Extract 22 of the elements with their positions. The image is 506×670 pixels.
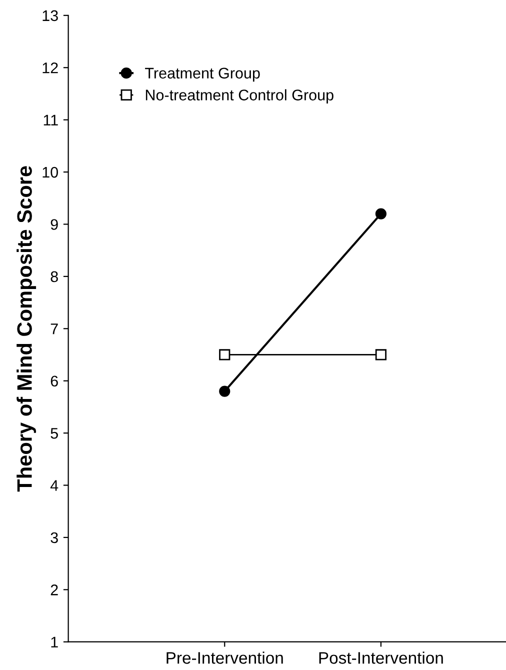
y-tick-label: 10 xyxy=(42,166,58,178)
y-tick-label: 1 xyxy=(51,636,58,648)
legend-label: No-treatment Control Group xyxy=(146,89,334,104)
point xyxy=(375,208,386,220)
point xyxy=(375,349,386,360)
y-tick-label: 3 xyxy=(50,532,58,544)
y-tick-label: 2 xyxy=(50,584,58,596)
legend-label: Treatment Group xyxy=(145,68,260,82)
y-tick-label: 9 xyxy=(50,219,58,230)
y-tick-label: 8 xyxy=(50,271,58,282)
y-tick-label: 12 xyxy=(42,62,58,74)
y-tick-label: 4 xyxy=(50,480,58,491)
point xyxy=(219,349,230,360)
y-tick-label: 7 xyxy=(50,324,58,334)
x-tick-label: Pre-Intervention xyxy=(166,652,283,664)
y-tick-label: 11 xyxy=(44,114,58,126)
y-tick-label: 5 xyxy=(50,428,58,439)
y-tick-label: 6 xyxy=(50,376,58,387)
y-tick-label: 13 xyxy=(42,10,58,22)
y-axis-title: Theory of Mind Composite Score xyxy=(16,166,36,492)
point xyxy=(219,386,230,397)
x-tick-label: Post-Intervention xyxy=(319,652,443,664)
